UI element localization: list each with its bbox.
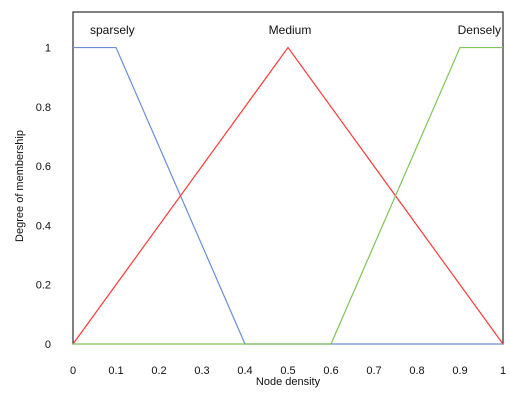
series-line-sparsely [73, 46, 503, 345]
series-line-medium [72, 46, 504, 345]
x-tick-label: 0.5 [280, 365, 295, 377]
x-tick-label: 0.3 [194, 365, 209, 377]
plot-frame [72, 11, 504, 345]
series-labels: sparsely Medium Densely [90, 23, 501, 37]
series-label-medium: Medium [269, 23, 312, 37]
y-tick-label: 0.8 [36, 102, 51, 114]
series-label-densely: Densely [458, 23, 501, 37]
y-tick-label: 0.6 [36, 161, 51, 173]
x-tick-labels: 0 0.1 0.2 0.3 0.4 0.5 0.6 0.7 0.8 0.9 1 [70, 365, 506, 377]
series-line-densely [73, 46, 503, 345]
x-tick-label: 0.8 [409, 365, 424, 377]
x-tick-label: 0.2 [151, 365, 166, 377]
x-tick-label: 0.7 [366, 365, 381, 377]
y-tick-label: 0.4 [36, 220, 51, 232]
x-tick-label: 0.6 [323, 365, 338, 377]
x-tick-label: 0.1 [108, 365, 123, 377]
x-tick-label: 1 [500, 365, 506, 377]
x-tick-label: 0.9 [452, 365, 467, 377]
y-tick-label: 1 [45, 43, 51, 55]
y-axis-label: Degree of membership [14, 130, 26, 242]
x-axis-label: Node density [256, 376, 321, 388]
series-layer [72, 46, 504, 345]
y-tick-label: 0.2 [36, 280, 51, 292]
x-tick-label: 0.4 [237, 365, 252, 377]
y-tick-labels: 0 0.2 0.4 0.6 0.8 1 [36, 43, 51, 351]
x-tick-label: 0 [70, 365, 76, 377]
series-label-sparsely: sparsely [90, 23, 135, 37]
y-tick-label: 0 [45, 339, 51, 351]
